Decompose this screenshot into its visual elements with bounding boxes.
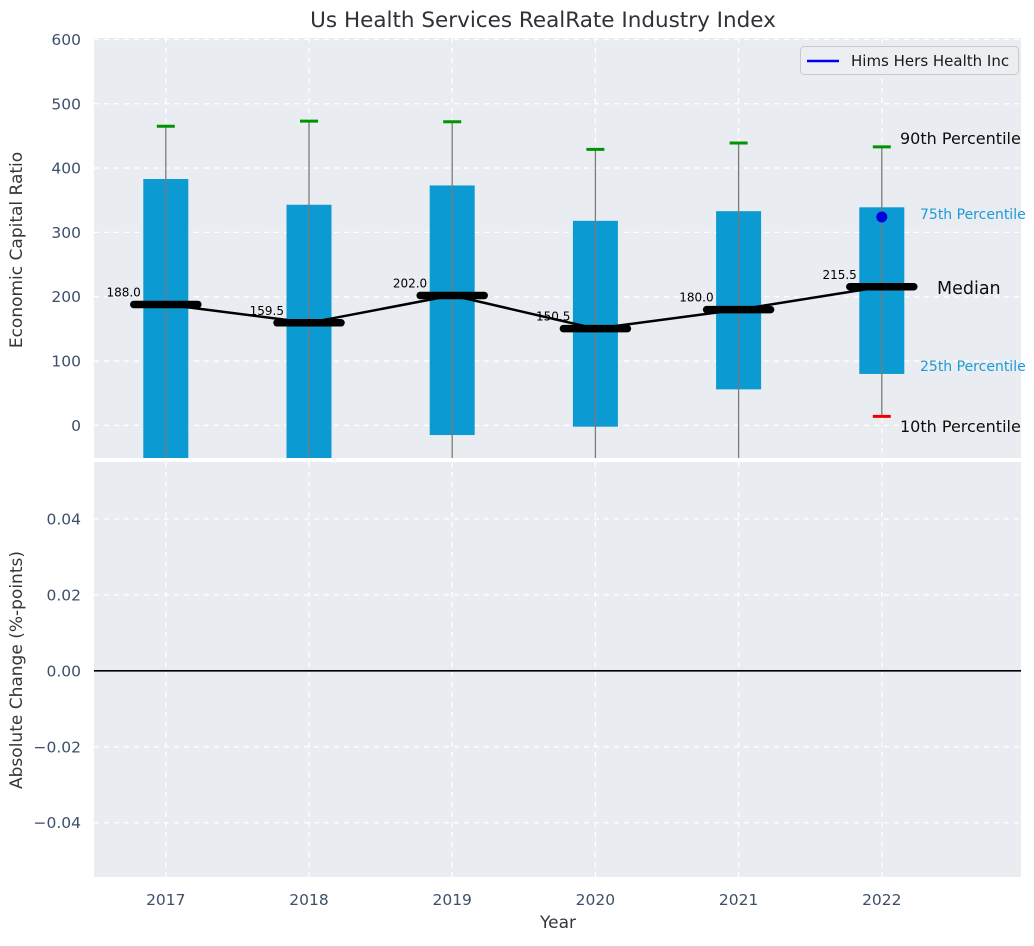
legend-frame	[800, 46, 1019, 75]
top-axes-content: 0 100 200 300 400 500 600 188.0 159.5 202.0 150.5 1…	[51, 31, 1021, 458]
y-tick-label-top: 100	[51, 353, 81, 371]
legend: Hims Hers Health Inc	[800, 46, 1019, 75]
x-tick-label: 2021	[719, 891, 758, 909]
x-tick-label: 2020	[576, 891, 615, 909]
median-value-label-2022: 215.5	[822, 268, 856, 282]
y-tick-label-bottom: 0.04	[46, 510, 81, 528]
median-value-label-2019: 202.0	[393, 276, 427, 290]
x-axis-label: Year	[539, 913, 576, 933]
bottom-axes-background	[94, 462, 1021, 877]
annotation-median: Median	[937, 279, 1001, 299]
y-tick-label-top: 400	[51, 160, 81, 178]
median-value-label-2020: 150.5	[536, 310, 570, 324]
x-tick-label: 2018	[289, 891, 328, 909]
annotation-90th-percentile: 90th Percentile	[900, 129, 1021, 148]
y-axis-label-top: Economic Capital Ratio	[7, 152, 27, 348]
y-tick-label-top: 500	[51, 95, 81, 113]
y-tick-label-bottom: −0.02	[34, 738, 82, 756]
x-tick-label: 2017	[146, 891, 185, 909]
annotation-25th-percentile: 25th Percentile	[920, 359, 1026, 375]
company-data-point	[876, 211, 888, 223]
median-value-label-2018: 159.5	[250, 304, 284, 318]
annotation-75th-percentile: 75th Percentile	[920, 207, 1026, 223]
y-tick-label-bottom: −0.04	[34, 814, 82, 832]
y-axis-label-bottom: Absolute Change (%-points)	[7, 551, 27, 789]
median-value-label-2021: 180.0	[679, 291, 713, 305]
annotation-10th-percentile: 10th Percentile	[900, 417, 1021, 436]
chart-title: Us Health Services RealRate Industry Ind…	[310, 8, 776, 33]
legend-label: Hims Hers Health Inc	[851, 52, 1009, 70]
bottom-axes-content: 2017 2018 2019 2020 2021 2022 0.04 0.02 0.00 −0.0…	[34, 462, 1021, 909]
y-tick-label-bottom: 0.00	[46, 662, 81, 680]
median-value-label-2017: 188.0	[106, 285, 140, 299]
x-tick-label: 2019	[432, 891, 471, 909]
y-tick-label-top: 200	[51, 288, 81, 306]
y-tick-label-top: 0	[71, 417, 81, 435]
y-tick-label-top: 600	[51, 31, 81, 49]
y-tick-label-bottom: 0.02	[46, 586, 81, 604]
y-tick-label-top: 300	[51, 224, 81, 242]
x-tick-label: 2022	[862, 891, 901, 909]
